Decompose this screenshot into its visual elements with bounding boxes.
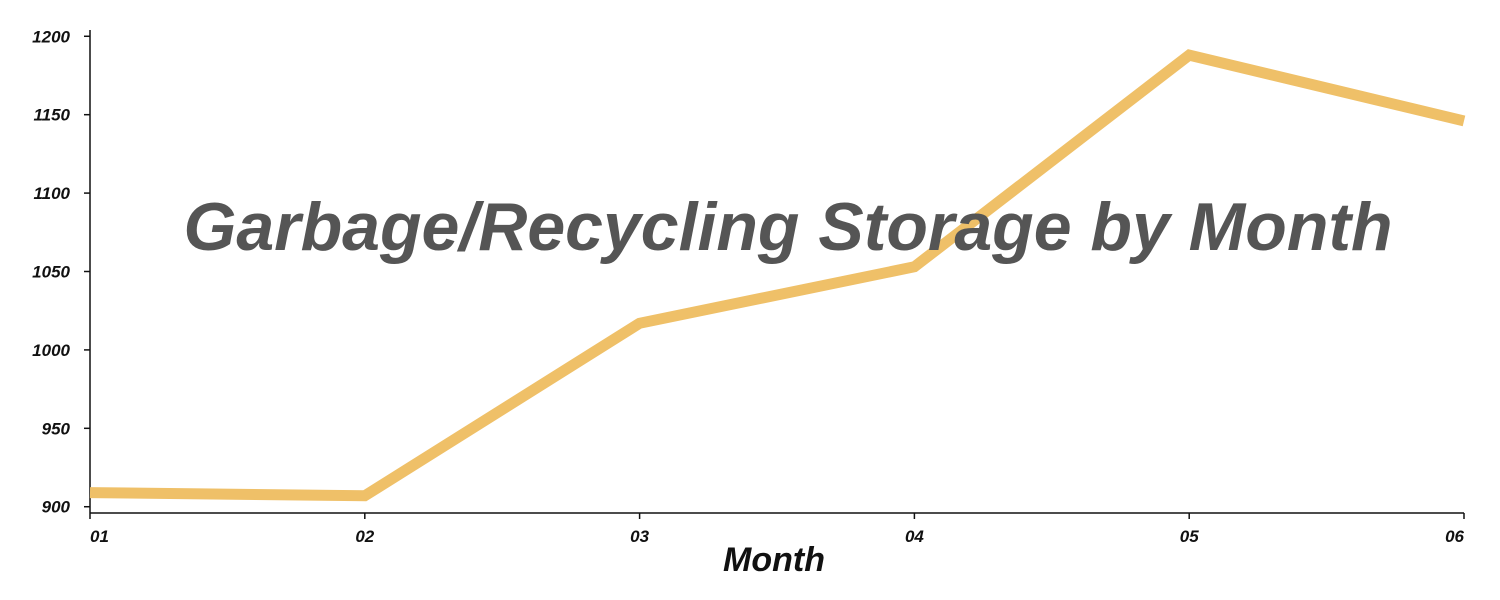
series-line xyxy=(89,49,1466,502)
x-tick-label: 03 xyxy=(630,527,649,546)
y-tick-label: 1000 xyxy=(32,341,70,360)
chart-title: Garbage/Recycling Storage by Month xyxy=(183,189,1392,265)
y-tick-label: 1200 xyxy=(32,27,70,46)
x-axis-title: Month xyxy=(723,541,825,579)
x-tick-label: 06 xyxy=(1445,527,1464,546)
x-tick-label: 05 xyxy=(1180,527,1199,546)
series-layer xyxy=(89,49,1466,502)
y-tick-label: 1100 xyxy=(33,184,70,203)
y-axis: 900 950 1000 1050 1100 1150 1200 xyxy=(32,27,91,517)
x-tick-label: 04 xyxy=(905,527,924,546)
x-tick-label: 02 xyxy=(355,527,374,546)
y-tick-label: 900 xyxy=(42,498,71,517)
y-tick-label: 950 xyxy=(42,419,71,438)
x-axis: 01 02 03 04 05 06 xyxy=(89,512,1465,546)
y-tick-label: 1050 xyxy=(32,263,70,282)
x-tick-label: 01 xyxy=(90,527,109,546)
y-tick-label: 1150 xyxy=(33,106,70,125)
